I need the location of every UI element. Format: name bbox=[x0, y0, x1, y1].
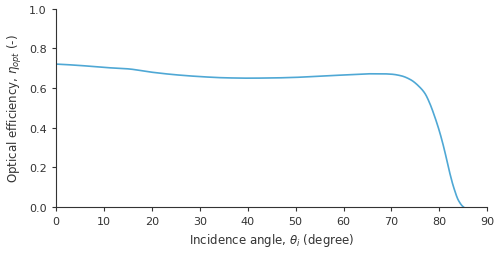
X-axis label: Incidence angle, $\theta_i$ (degree): Incidence angle, $\theta_i$ (degree) bbox=[189, 232, 354, 248]
Y-axis label: Optical efficiency, $\eta_{opt}$ (-): Optical efficiency, $\eta_{opt}$ (-) bbox=[6, 34, 24, 182]
